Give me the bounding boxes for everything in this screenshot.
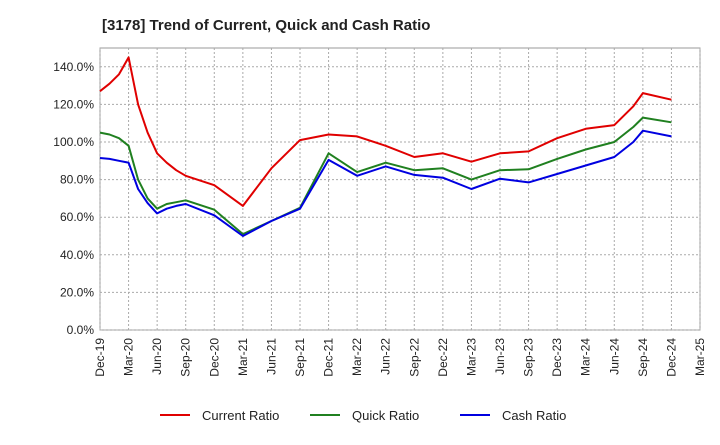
legend-item-cash-ratio: Cash Ratio	[460, 408, 566, 423]
x-tick-label: Dec-24	[664, 338, 678, 377]
plot-frame	[99, 47, 701, 331]
series-line-current-ratio	[99, 56, 672, 207]
x-tick-label: Sep-24	[636, 338, 650, 377]
series-line-cash-ratio	[99, 129, 672, 237]
x-tick-label: Jun-23	[493, 338, 507, 375]
axis-layer: 0.0% 20.0% 40.0% 60.0% 80.0% 100.0% 120.0% 140.…	[53, 60, 707, 377]
x-tick-label: Dec-22	[436, 338, 450, 377]
x-tick-label: Mar-21	[236, 338, 250, 376]
x-tick-label: Jun-22	[379, 338, 393, 375]
y-tick-label: 20.0%	[60, 285, 94, 299]
x-tick-label: Mar-23	[464, 338, 478, 376]
x-tick-label: Sep-22	[407, 338, 421, 377]
legend-label: Current Ratio	[202, 408, 279, 423]
legend-label: Cash Ratio	[502, 408, 566, 423]
legend-item-current-ratio: Current Ratio	[160, 408, 279, 423]
series-layer	[99, 56, 672, 237]
x-tick-label: Sep-21	[293, 338, 307, 377]
x-tick-label: Sep-23	[522, 338, 536, 377]
legend-item-quick-ratio: Quick Ratio	[310, 408, 419, 423]
chart-title: [3178] Trend of Current, Quick and Cash …	[102, 17, 430, 34]
x-tick-label: Dec-23	[550, 338, 564, 377]
y-tick-label: 120.0%	[53, 97, 94, 111]
x-tick-label: Dec-20	[207, 338, 221, 377]
x-tick-label: Dec-19	[93, 338, 107, 377]
x-tick-label: Jun-20	[150, 338, 164, 375]
y-tick-label: 100.0%	[53, 135, 94, 149]
y-tick-label: 60.0%	[60, 210, 94, 224]
x-tick-label: Dec-21	[322, 338, 336, 377]
x-tick-label: Mar-22	[350, 338, 364, 376]
y-tick-label: 40.0%	[60, 248, 94, 262]
legend: Current Ratio Quick Ratio Cash Ratio	[160, 408, 566, 423]
y-tick-label: 140.0%	[53, 60, 94, 74]
legend-label: Quick Ratio	[352, 408, 419, 423]
x-tick-label: Mar-20	[122, 338, 136, 376]
y-tick-label: 80.0%	[60, 173, 94, 187]
x-tick-label: Jun-24	[607, 338, 621, 375]
series-line-quick-ratio	[99, 116, 672, 236]
x-tick-label: Sep-20	[179, 338, 193, 377]
x-tick-label: Mar-25	[693, 338, 707, 376]
x-tick-label: Jun-21	[264, 338, 278, 375]
y-tick-label: 0.0%	[67, 323, 95, 337]
grid-layer	[99, 47, 701, 331]
x-tick-label: Mar-24	[579, 338, 593, 376]
